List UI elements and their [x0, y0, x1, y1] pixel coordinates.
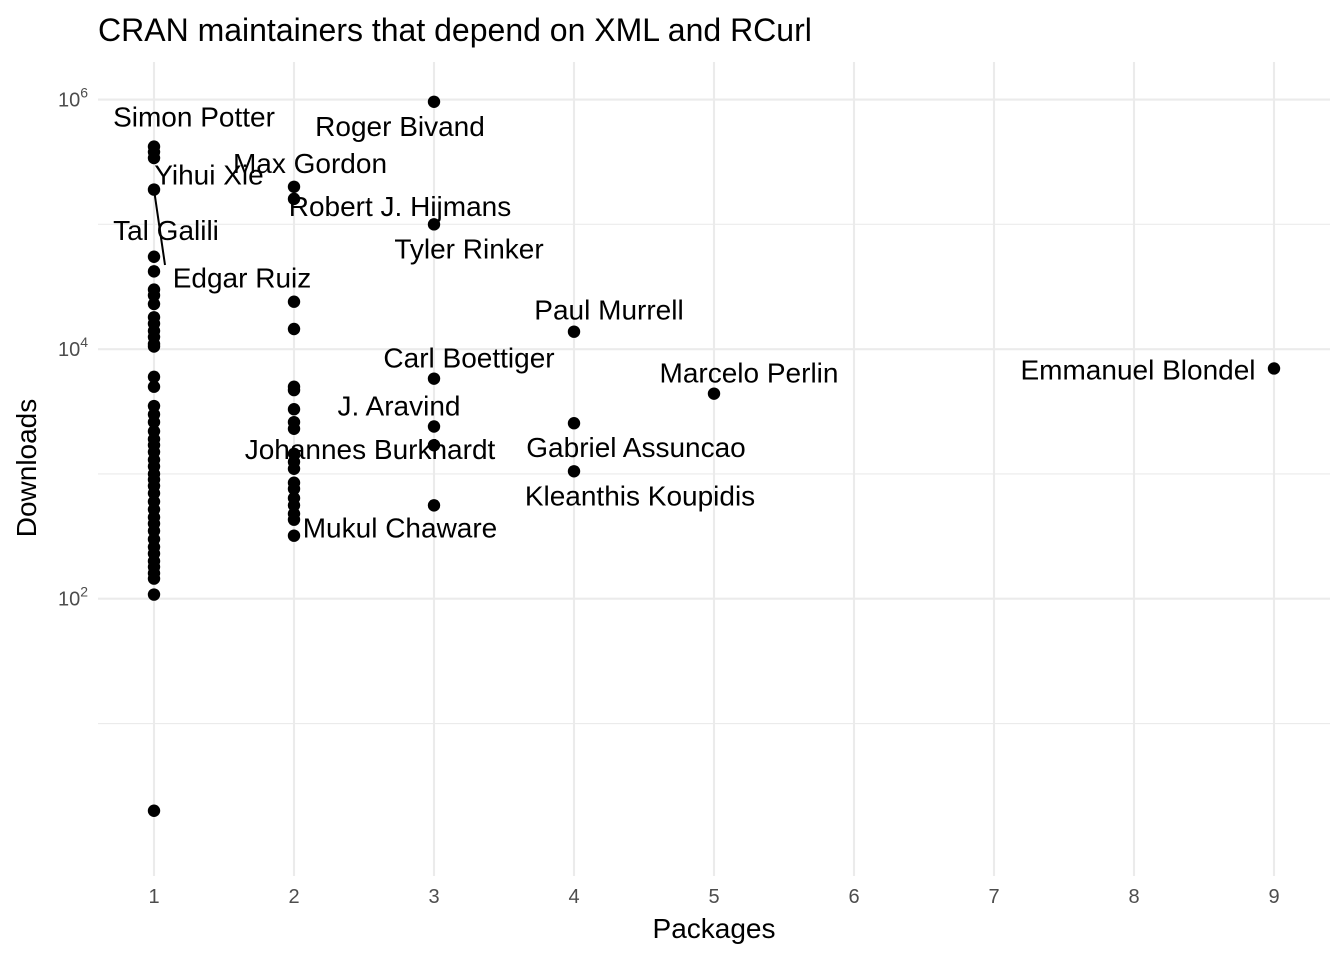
label-connector — [153, 189, 166, 266]
point-label: Tyler Rinker — [394, 233, 543, 264]
data-point — [287, 192, 301, 206]
x-tick-label: 4 — [568, 886, 579, 908]
point-label: Simon Potter — [113, 102, 275, 133]
chart-title: CRAN maintainers that depend on XML and … — [98, 12, 812, 48]
point-label: Emmanuel Blondel — [1020, 354, 1255, 385]
point-label: Tal Galili — [113, 215, 219, 246]
data-point — [287, 403, 301, 416]
data-point — [1267, 362, 1281, 375]
point-label: Kleanthis Koupidis — [525, 480, 755, 511]
point-label: Gabriel Assuncao — [526, 432, 745, 463]
data-point — [427, 218, 441, 231]
data-point — [147, 370, 161, 384]
point-label: Roger Bivand — [315, 111, 485, 142]
data-point — [427, 95, 441, 108]
data-point — [287, 529, 301, 542]
axis-ticks: 1 2 3 4 5 6 7 8 9 102 104 106 — [58, 85, 1280, 908]
data-point — [287, 180, 301, 193]
data-point — [287, 462, 301, 475]
point-label: Johannes Burkhardt — [245, 434, 496, 465]
data-point — [147, 265, 161, 278]
x-tick-label: 3 — [428, 886, 439, 908]
x-tick-label: 2 — [288, 886, 299, 908]
data-point — [287, 295, 301, 308]
data-point — [427, 438, 441, 452]
data-point — [147, 572, 161, 585]
data-point — [427, 499, 441, 512]
point-label: Paul Murrell — [534, 295, 683, 326]
data-point — [287, 383, 301, 397]
y-tick-label: 104 — [58, 334, 88, 361]
data-point — [147, 415, 161, 429]
label-connectors — [153, 189, 166, 266]
data-point — [567, 417, 581, 430]
data-point — [287, 513, 301, 526]
data-point — [147, 289, 161, 302]
x-tick-label: 6 — [848, 886, 859, 908]
x-tick-label: 8 — [1128, 886, 1139, 908]
data-point — [287, 322, 301, 336]
point-label: Carl Boettiger — [383, 343, 554, 374]
point-label: Mukul Chaware — [303, 513, 498, 544]
x-tick-label: 1 — [148, 886, 159, 908]
data-point — [147, 183, 161, 196]
point-label: Robert J. Hijmans — [289, 191, 512, 222]
data-point — [427, 372, 441, 385]
y-axis-title: Downloads — [11, 399, 42, 538]
data-point — [567, 325, 581, 338]
x-axis-title: Packages — [653, 913, 776, 944]
point-label: Yihui Xie — [154, 160, 263, 191]
x-tick-label: 7 — [988, 886, 999, 908]
y-tick-label: 102 — [58, 584, 88, 611]
x-tick-label: 5 — [708, 886, 719, 908]
data-point — [147, 297, 161, 311]
data-point — [427, 420, 441, 433]
data-point — [287, 422, 301, 435]
data-point — [147, 380, 161, 393]
y-tick-label: 106 — [58, 85, 88, 112]
point-label: Marcelo Perlin — [660, 358, 839, 389]
x-tick-label: 9 — [1268, 886, 1279, 908]
data-point — [147, 340, 161, 353]
data-points — [147, 95, 1281, 817]
data-point — [147, 151, 161, 165]
grid-layer — [98, 62, 1330, 876]
data-point — [707, 387, 721, 400]
data-point — [147, 588, 161, 601]
data-point — [147, 250, 161, 263]
point-label: Edgar Ruiz — [173, 262, 312, 293]
point-labels: Simon Potter Yihui Xie Tal Galili Edgar Rui… — [113, 102, 1255, 544]
point-label: J. Aravind — [338, 390, 461, 421]
data-point — [287, 482, 301, 496]
point-label: Max Gordon — [233, 148, 387, 179]
data-point — [567, 465, 581, 478]
data-point — [147, 804, 161, 817]
